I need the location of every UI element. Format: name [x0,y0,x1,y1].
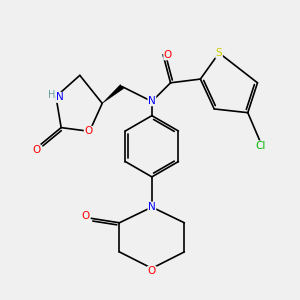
Text: H: H [48,90,55,100]
Text: N: N [56,92,64,102]
Text: O: O [32,145,40,154]
Text: N: N [148,96,156,106]
Text: O: O [84,126,92,136]
Text: S: S [216,48,222,58]
Text: O: O [148,266,156,276]
Text: O: O [82,212,90,221]
Text: Cl: Cl [255,141,265,151]
Text: N: N [148,202,156,212]
Text: O: O [164,50,172,60]
Polygon shape [102,85,124,103]
